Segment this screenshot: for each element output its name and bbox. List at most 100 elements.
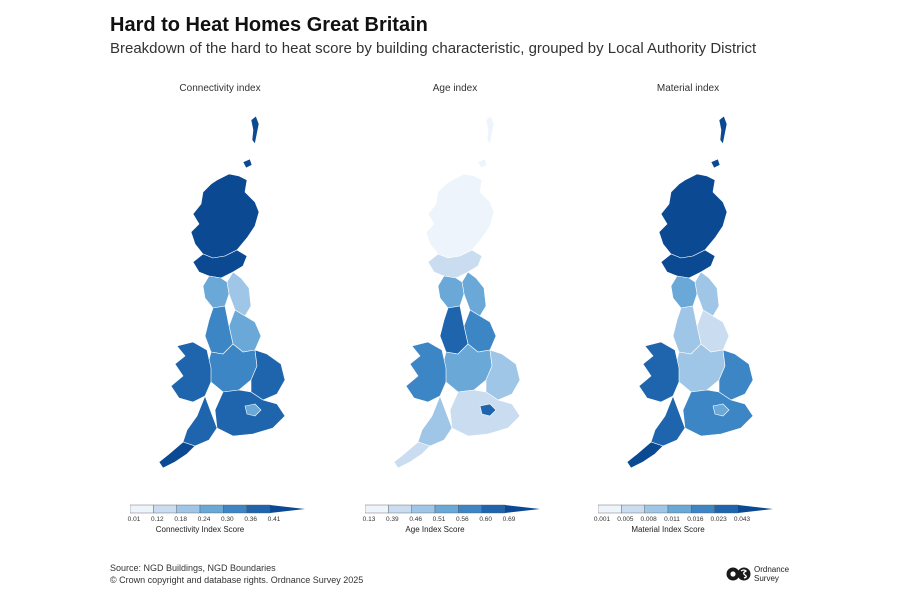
region-london [244, 403, 262, 417]
region-wales [638, 341, 680, 403]
legend-tick: 0.46 [409, 516, 422, 523]
region-cumbria [437, 275, 465, 309]
region-shetland [718, 115, 728, 145]
region-east-anglia [250, 349, 286, 401]
legend-tick: 0.12 [151, 516, 164, 523]
legend-swatch [621, 504, 645, 514]
region-shetland [250, 115, 260, 145]
region-cornwall [158, 441, 196, 469]
legend-swatch [388, 504, 412, 514]
region-wales [170, 341, 212, 403]
legend-swatch [644, 504, 669, 514]
region-orkney [242, 158, 253, 169]
legend-colorbar [365, 504, 540, 514]
region-east-anglia [718, 349, 754, 401]
legend-tick: 0.13 [362, 516, 376, 523]
region-scot-north [425, 173, 495, 259]
legend-swatch [176, 504, 201, 514]
region-shetland [485, 115, 495, 145]
brand-line-2: Survey [754, 574, 779, 583]
legend: 0.001 0.005 0.008 0.011 0.016 0.023 0.043 Mate… [594, 504, 773, 544]
legend-tick: 0.60 [479, 516, 492, 523]
copyright-note: © Crown copyright and database rights. O… [110, 575, 364, 585]
source-note: Source: NGD Buildings, NGD Boundaries [110, 563, 276, 573]
map-age [393, 115, 521, 469]
region-north-east [226, 271, 252, 317]
legend: 0.01 0.12 0.18 0.24 0.30 0.36 0.41 Connectivit… [127, 504, 305, 544]
legend-tick: 0.023 [710, 516, 727, 523]
footer: Source: NGD Buildings, NGD Boundaries © … [110, 562, 363, 586]
region-lancashire [439, 305, 469, 355]
panel-connectivity: Connectivity index 0.01 0.12 0.18 0.24 0.30 0… [105, 80, 335, 540]
legend-tick: 0.008 [640, 516, 657, 523]
region-wales [405, 341, 447, 403]
legend-arrow [270, 505, 305, 513]
region-south-west [182, 395, 218, 447]
region-scot-south [660, 249, 716, 279]
region-lancashire [672, 305, 702, 355]
region-scot-north [190, 173, 260, 259]
map-material [626, 115, 754, 469]
legend-tick: 0.18 [174, 516, 187, 523]
legend-tick: 0.001 [593, 516, 611, 523]
panel-material: Material index 0.001 0.005 0.008 0.011 0.016… [573, 80, 803, 540]
panel-title: Material index [656, 83, 720, 94]
legend-colorbar [598, 504, 773, 514]
page-title: Hard to Heat Homes Great Britain [110, 14, 428, 36]
legend-swatch [365, 504, 389, 514]
region-north-east [461, 271, 487, 317]
legend-arrow [505, 505, 540, 513]
panel-title: Age index [432, 83, 478, 94]
region-orkney [477, 158, 488, 169]
region-east-anglia [485, 349, 521, 401]
region-cornwall [393, 441, 431, 469]
region-scot-north [658, 173, 728, 259]
brand-line-1: Ordnance [754, 565, 790, 574]
page-subtitle: Breakdown of the hard to heat score by b… [110, 40, 757, 57]
legend-tick: 0.01 [127, 516, 141, 523]
region-scot-south [427, 249, 483, 279]
legend-tick: 0.51 [432, 516, 446, 523]
region-orkney [710, 158, 721, 169]
legend-label: Connectivity Index Score [155, 525, 245, 534]
legend-swatch [223, 504, 247, 514]
legend-label: Age Index Score [405, 525, 465, 534]
legend-swatch [481, 504, 506, 514]
region-cumbria [202, 275, 230, 309]
legend-swatch [667, 504, 692, 514]
legend-tick: 0.043 [733, 516, 751, 523]
region-cumbria [670, 275, 698, 309]
legend-colorbar [130, 504, 305, 514]
legend-swatch [411, 504, 436, 514]
region-scot-south [192, 249, 248, 279]
legend-tick: 0.005 [617, 516, 634, 523]
region-south-west [650, 395, 686, 447]
region-north-east [694, 271, 720, 317]
legend-swatch [598, 504, 622, 514]
legend-arrow [738, 505, 773, 513]
region-lancashire [204, 305, 234, 355]
legend: 0.13 0.39 0.46 0.51 0.56 0.60 0.69 Age Index S… [362, 504, 540, 544]
legend-tick: 0.39 [386, 516, 399, 523]
panel-title: Connectivity index [179, 83, 261, 94]
legend-tick: 0.30 [221, 516, 234, 523]
os-logo-icon [726, 567, 751, 581]
ordnance-survey-logo: Ordnance Survey [726, 563, 806, 589]
legend-label: Material Index Score [631, 525, 705, 534]
region-south-west [417, 395, 453, 447]
legend-swatch [434, 504, 459, 514]
legend-tick: 0.56 [456, 516, 469, 523]
region-cornwall [626, 441, 664, 469]
legend-tick: 0.016 [687, 516, 704, 523]
legend-swatch [153, 504, 177, 514]
legend-tick: 0.69 [502, 516, 516, 523]
legend-tick: 0.24 [197, 516, 211, 523]
legend-tick: 0.36 [244, 516, 257, 523]
map-connectivity [158, 115, 286, 469]
legend-swatch [246, 504, 271, 514]
region-london [712, 403, 730, 417]
legend-tick: 0.41 [267, 516, 281, 523]
legend-swatch [458, 504, 482, 514]
region-london [479, 403, 497, 417]
legend-swatch [691, 504, 715, 514]
